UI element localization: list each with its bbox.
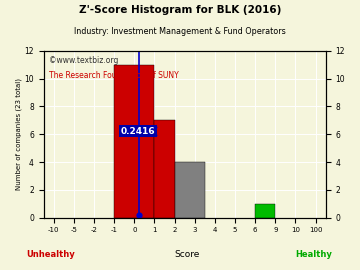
Text: Industry: Investment Management & Fund Operators: Industry: Investment Management & Fund O… (74, 27, 286, 36)
Bar (154, 120, 175, 218)
Text: Healthy: Healthy (295, 250, 332, 259)
Bar (114, 65, 154, 218)
Text: The Research Foundation of SUNY: The Research Foundation of SUNY (49, 71, 179, 80)
Bar (175, 162, 205, 218)
Text: ©www.textbiz.org: ©www.textbiz.org (49, 56, 119, 65)
Text: 0.2416: 0.2416 (121, 127, 156, 136)
Bar (255, 204, 275, 218)
Text: Score: Score (175, 250, 200, 259)
Text: Z'-Score Histogram for BLK (2016): Z'-Score Histogram for BLK (2016) (79, 5, 281, 15)
Text: Unhealthy: Unhealthy (26, 250, 75, 259)
Y-axis label: Number of companies (23 total): Number of companies (23 total) (15, 78, 22, 190)
